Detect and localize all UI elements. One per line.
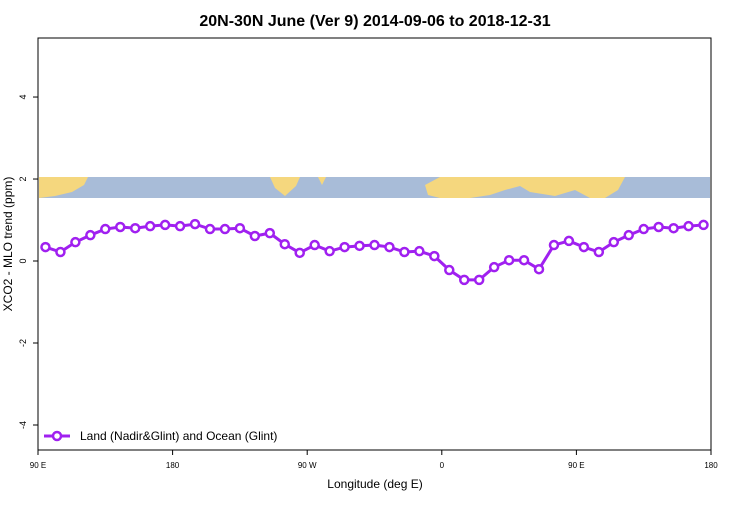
- data-point: [159, 219, 171, 231]
- y-tick-label: 2: [18, 177, 28, 182]
- data-point: [608, 236, 620, 248]
- data-point: [548, 239, 560, 251]
- x-tick-label: 0: [440, 461, 445, 470]
- y-tick-label: 4: [18, 95, 28, 100]
- data-point: [279, 238, 291, 250]
- x-tick-label: 180: [704, 461, 718, 470]
- data-point: [444, 264, 455, 276]
- data-point: [668, 222, 679, 234]
- data-point: [129, 222, 141, 234]
- data-point: [563, 235, 575, 247]
- data-point: [174, 220, 186, 232]
- series-line: [45, 222, 704, 282]
- data-point: [219, 223, 231, 235]
- data-point: [204, 223, 216, 235]
- data-point: [100, 223, 111, 235]
- data-point: [683, 220, 694, 232]
- data-point: [593, 246, 605, 258]
- data-point: [369, 239, 380, 251]
- x-axis-label: Longitude (deg E): [327, 477, 422, 491]
- data-point: [653, 221, 664, 233]
- y-axis-label: XCO2 - MLO trend (ppm): [1, 177, 15, 312]
- data-point: [115, 221, 126, 233]
- data-point: [698, 219, 709, 231]
- legend-marker: [51, 430, 63, 442]
- data-point: [578, 241, 590, 253]
- data-point: [144, 220, 156, 232]
- data-point: [354, 240, 365, 252]
- data-point: [294, 247, 305, 259]
- chart-title: 20N-30N June (Ver 9) 2014-09-06 to 2018-…: [199, 13, 550, 30]
- data-point: [638, 223, 649, 235]
- data-point: [85, 229, 96, 241]
- data-point: [55, 246, 66, 258]
- data-point: [414, 245, 425, 257]
- data-point: [339, 241, 350, 253]
- data-point: [503, 254, 515, 266]
- x-tick-label: 90 W: [298, 461, 317, 470]
- data-point: [324, 245, 335, 257]
- data-point: [473, 274, 485, 286]
- data-point: [264, 227, 276, 239]
- data-point: [429, 250, 440, 262]
- x-tick-label: 180: [166, 461, 180, 470]
- data-point: [309, 239, 320, 251]
- data-point: [384, 241, 395, 253]
- data-point: [458, 274, 470, 286]
- x-tick-label: 90 E: [568, 461, 584, 470]
- legend-label: Land (Nadir&Glint) and Ocean (Glint): [80, 429, 277, 443]
- data-point: [70, 236, 81, 248]
- data-point: [518, 254, 530, 266]
- data-point: [189, 218, 201, 230]
- data-point: [399, 246, 410, 258]
- data-point: [533, 263, 545, 275]
- data-point: [623, 229, 634, 241]
- map-strip: [39, 177, 710, 198]
- plot-frame: [37, 37, 712, 451]
- y-tick-label: -2: [18, 339, 28, 347]
- data-point: [234, 222, 246, 234]
- data-point: [488, 261, 500, 273]
- y-tick-label: -4: [18, 421, 28, 429]
- y-tick-label: 0: [18, 259, 28, 264]
- data-point: [40, 241, 51, 253]
- x-tick-label: 90 E: [30, 461, 46, 470]
- data-point: [249, 230, 261, 242]
